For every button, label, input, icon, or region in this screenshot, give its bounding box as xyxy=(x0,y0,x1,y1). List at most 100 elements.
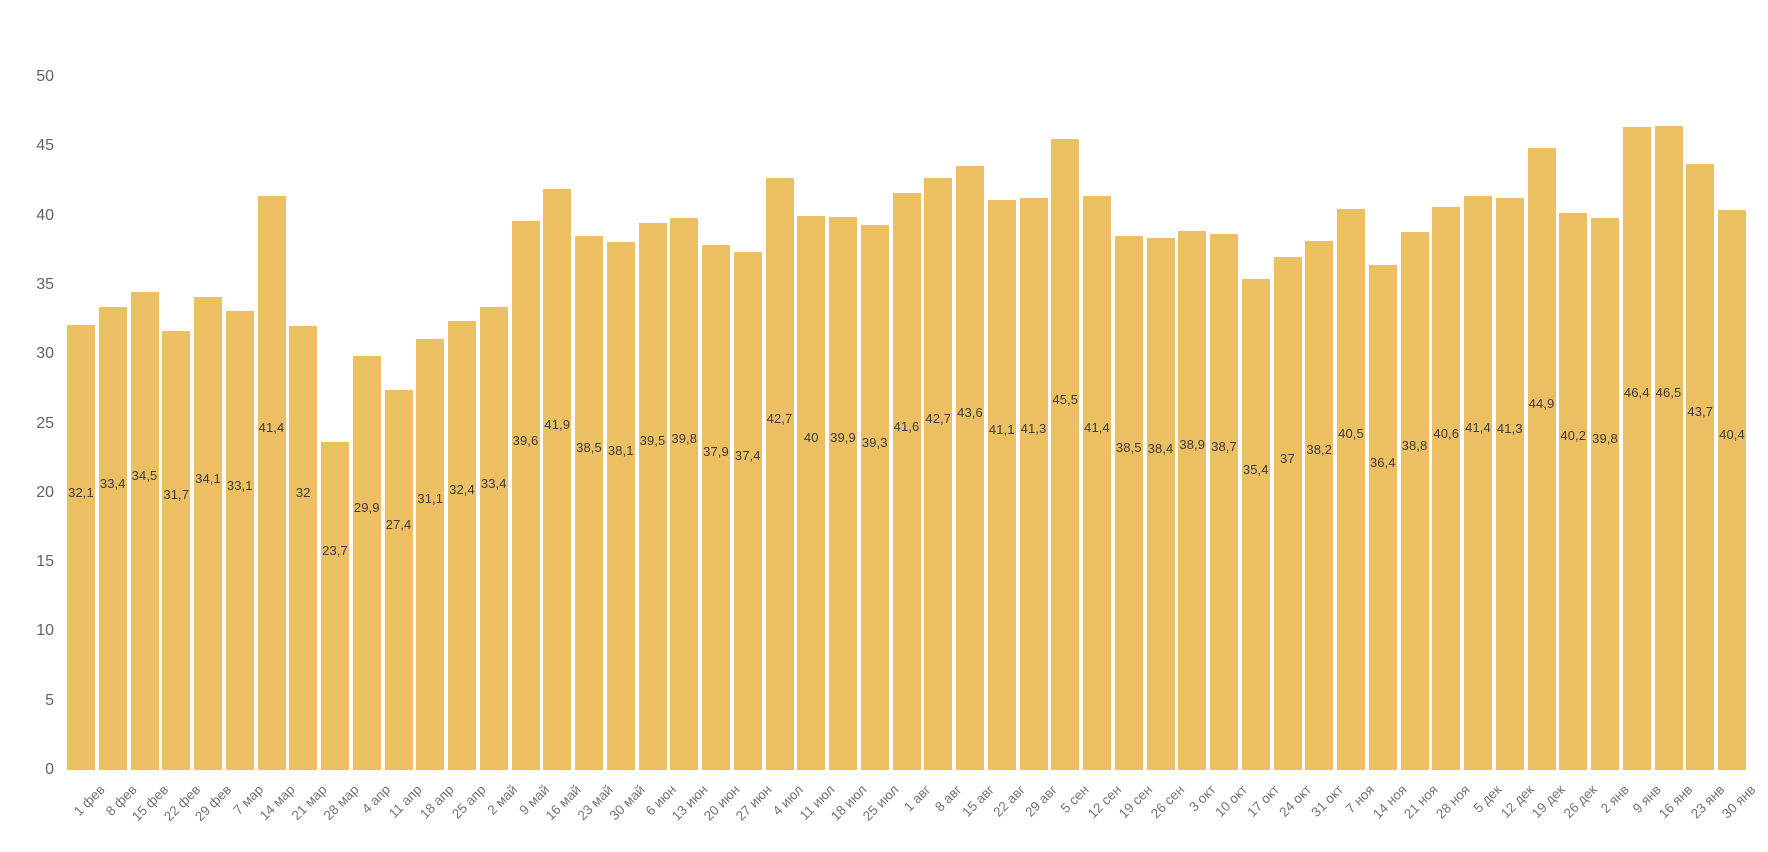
bar[interactable] xyxy=(1114,236,1143,770)
x-axis-tick-label: 22 авг xyxy=(990,782,1029,820)
bar-value-label: 38,7 xyxy=(1211,438,1237,454)
bar[interactable] xyxy=(606,241,635,770)
bar[interactable] xyxy=(1337,208,1365,770)
bar-value-label: 38,2 xyxy=(1306,442,1333,458)
bar-value-label: 23,7 xyxy=(322,542,348,558)
bar[interactable] xyxy=(638,222,667,770)
bar[interactable] xyxy=(956,165,984,770)
bar[interactable] xyxy=(924,178,953,770)
bar[interactable] xyxy=(479,307,508,770)
y-axis-tick-label: 5 xyxy=(45,691,54,709)
bar[interactable] xyxy=(1495,197,1524,770)
x-axis-tick-label: 25 апр xyxy=(448,782,489,822)
bar-value-label: 34,1 xyxy=(195,470,221,486)
x-axis-tick-label: 21 ноя xyxy=(1401,782,1442,822)
bar-value-label: 41,9 xyxy=(544,416,571,432)
bar-value-label: 41,4 xyxy=(258,420,285,436)
bar[interactable] xyxy=(1591,218,1619,770)
bar[interactable] xyxy=(1019,197,1048,770)
x-axis-tick-label: 29 авг xyxy=(1022,782,1061,820)
bar[interactable] xyxy=(543,189,572,770)
bar[interactable] xyxy=(416,338,445,770)
x-axis-tick-label: 21 мар xyxy=(288,782,330,824)
bar-value-label: 33,4 xyxy=(480,475,507,491)
bar[interactable] xyxy=(1686,164,1715,770)
bar-value-label: 40,6 xyxy=(1433,425,1460,441)
x-axis-tick-label: 23 янв xyxy=(1687,782,1727,822)
bar[interactable] xyxy=(321,441,349,770)
y-axis-tick-label: 35 xyxy=(36,275,54,293)
x-axis-tick-label: 17 окт xyxy=(1244,782,1283,820)
bar-value-label: 31,7 xyxy=(163,487,190,503)
x-axis-tick-label: 14 мар xyxy=(257,782,299,824)
bar-value-label: 38,1 xyxy=(607,442,634,458)
bar[interactable] xyxy=(289,326,318,770)
y-axis-tick-label: 0 xyxy=(45,761,54,778)
bar[interactable] xyxy=(1051,139,1080,770)
bar[interactable] xyxy=(1241,279,1270,770)
bar[interactable] xyxy=(194,297,222,770)
bar[interactable] xyxy=(511,221,540,770)
bar[interactable] xyxy=(1368,265,1397,770)
y-axis-tick-label: 15 xyxy=(36,553,54,571)
bar-value-label: 42,7 xyxy=(766,411,793,427)
x-axis-tick-label: 18 апр xyxy=(417,782,457,822)
x-axis-tick-label: 23 май xyxy=(574,782,616,824)
bar[interactable] xyxy=(162,330,191,770)
bar-value-label: 32,4 xyxy=(449,482,475,498)
bar-value-label: 46,5 xyxy=(1655,384,1682,400)
bar-value-label: 39,9 xyxy=(830,430,856,446)
bar[interactable] xyxy=(1718,210,1746,770)
x-axis-tick-label: 28 ноя xyxy=(1433,782,1473,822)
bar[interactable] xyxy=(1559,212,1588,770)
bar[interactable] xyxy=(765,178,794,770)
bar[interactable] xyxy=(1622,126,1651,770)
y-axis-tick-label: 30 xyxy=(36,345,54,363)
bar[interactable] xyxy=(733,251,762,770)
bar[interactable] xyxy=(98,307,127,770)
bar[interactable] xyxy=(448,320,476,770)
x-axis-tick-label: 19 дек xyxy=(1529,782,1569,821)
x-axis-tick-label: 26 сен xyxy=(1147,782,1188,822)
x-axis-tick-label: 11 апр xyxy=(386,782,426,821)
bar[interactable] xyxy=(1654,125,1683,770)
bar[interactable] xyxy=(225,311,254,770)
bar[interactable] xyxy=(1464,196,1492,770)
bar-value-label: 40,4 xyxy=(1719,427,1745,443)
bar[interactable] xyxy=(987,200,1016,770)
bar[interactable] xyxy=(702,244,730,770)
x-axis-tick-label: 1 авг xyxy=(900,782,934,815)
bar[interactable] xyxy=(1432,207,1461,770)
bar[interactable] xyxy=(1210,233,1238,770)
bar[interactable] xyxy=(860,225,889,770)
bar[interactable] xyxy=(1146,237,1175,770)
bar[interactable] xyxy=(1400,232,1429,770)
bar-value-label: 39,8 xyxy=(1592,431,1618,447)
bar[interactable] xyxy=(575,236,603,770)
bar-value-label: 40 xyxy=(803,429,819,445)
bar-value-label: 37 xyxy=(1280,450,1295,466)
bar[interactable] xyxy=(892,193,921,770)
bar[interactable] xyxy=(67,325,95,770)
bar[interactable] xyxy=(384,390,413,770)
bar[interactable] xyxy=(797,215,826,770)
bar-value-label: 39,3 xyxy=(861,434,888,450)
bar[interactable] xyxy=(1178,230,1207,770)
bar[interactable] xyxy=(352,355,381,770)
bar[interactable] xyxy=(829,216,857,770)
bar[interactable] xyxy=(130,291,159,770)
bar-value-label: 33,4 xyxy=(99,475,126,491)
bar[interactable] xyxy=(257,196,286,770)
y-axis-tick-label: 45 xyxy=(36,137,54,155)
bar[interactable] xyxy=(1083,196,1111,770)
x-axis-tick-label: 28 мар xyxy=(320,782,362,824)
bar-value-label: 37,4 xyxy=(734,447,761,463)
bar[interactable] xyxy=(1527,147,1556,770)
bar[interactable] xyxy=(670,218,699,770)
bar-value-label: 40,5 xyxy=(1338,426,1364,442)
bar[interactable] xyxy=(1273,257,1302,770)
bar-value-label: 32 xyxy=(295,485,311,501)
bar-value-label: 41,1 xyxy=(988,422,1015,438)
bar[interactable] xyxy=(1305,240,1334,770)
